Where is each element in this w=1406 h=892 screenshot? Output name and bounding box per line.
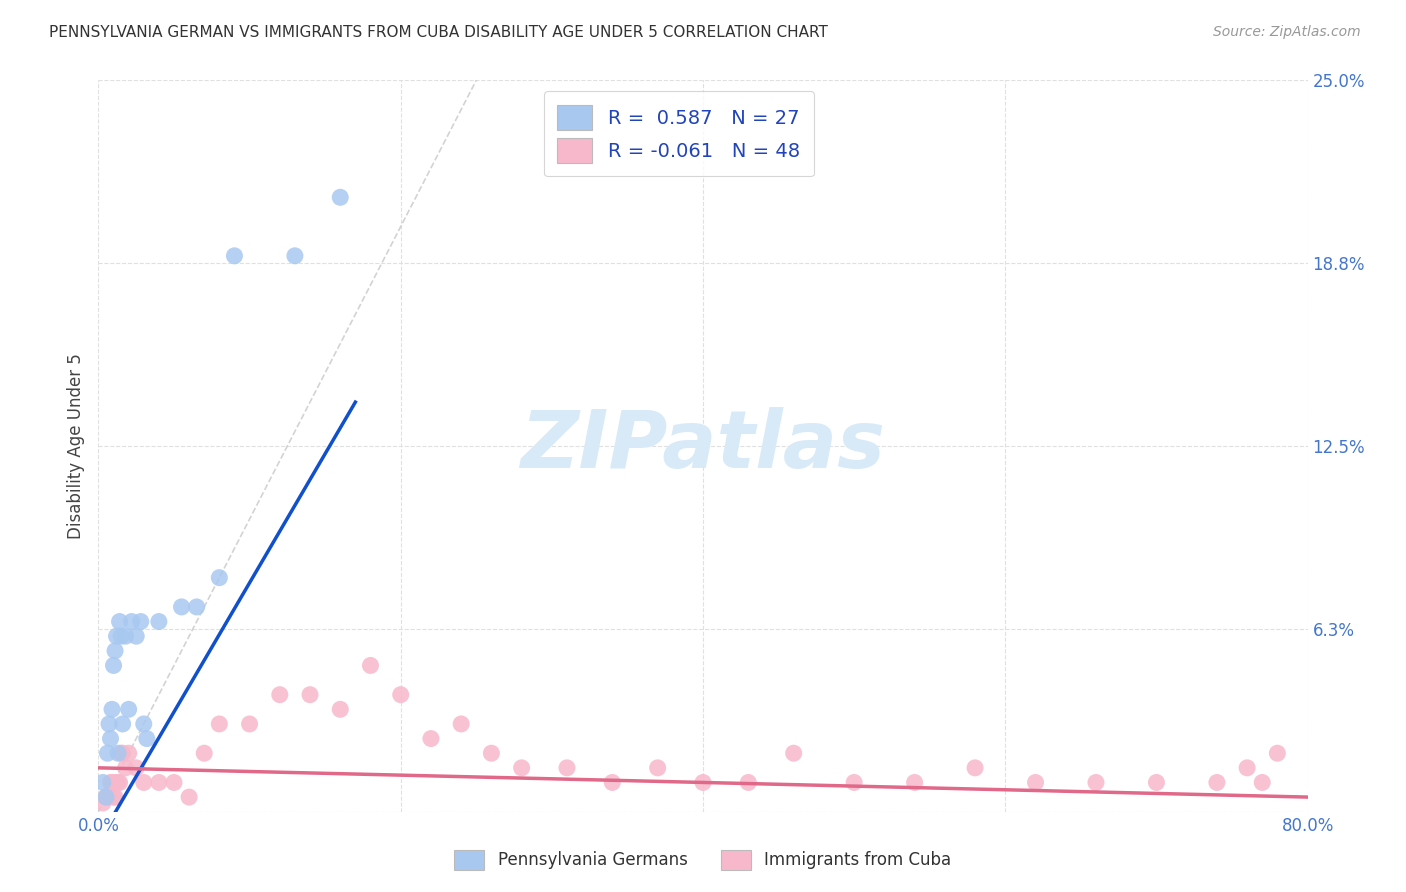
Y-axis label: Disability Age Under 5: Disability Age Under 5 — [66, 353, 84, 539]
Point — [91, 775, 114, 789]
Point — [1206, 775, 1229, 789]
Point — [193, 746, 215, 760]
Point — [420, 731, 443, 746]
Point — [118, 702, 141, 716]
Point — [299, 688, 322, 702]
Point — [108, 615, 131, 629]
Point — [135, 731, 157, 746]
Point — [269, 688, 291, 702]
Point — [1236, 761, 1258, 775]
Point — [132, 775, 155, 789]
Point — [114, 761, 136, 775]
Point — [170, 599, 193, 614]
Point — [104, 790, 127, 805]
Point — [105, 775, 128, 789]
Point — [510, 761, 533, 775]
Point — [1267, 746, 1289, 760]
Point — [208, 571, 231, 585]
Point — [602, 775, 624, 789]
Point — [450, 717, 472, 731]
Point — [94, 790, 117, 805]
Point — [1085, 775, 1108, 789]
Point — [965, 761, 987, 775]
Point — [91, 796, 114, 810]
Point — [103, 790, 125, 805]
Point — [110, 746, 132, 760]
Point — [121, 615, 143, 629]
Point — [114, 629, 136, 643]
Point — [329, 702, 352, 716]
Point — [107, 775, 129, 789]
Point — [98, 790, 121, 805]
Legend: Pennsylvania Germans, Immigrants from Cuba: Pennsylvania Germans, Immigrants from Cu… — [449, 843, 957, 877]
Point — [844, 775, 866, 789]
Point — [96, 746, 118, 760]
Point — [110, 629, 132, 643]
Point — [105, 629, 128, 643]
Point — [111, 746, 134, 760]
Point — [186, 599, 208, 614]
Point — [208, 717, 231, 731]
Point — [148, 615, 170, 629]
Point — [111, 717, 134, 731]
Text: ZIPatlas: ZIPatlas — [520, 407, 886, 485]
Point — [239, 717, 262, 731]
Point — [100, 731, 122, 746]
Point — [647, 761, 669, 775]
Point — [329, 190, 352, 204]
Point — [96, 790, 118, 805]
Point — [481, 746, 503, 760]
Point — [100, 775, 122, 789]
Legend: R =  0.587   N = 27, R = -0.061   N = 48: R = 0.587 N = 27, R = -0.061 N = 48 — [544, 92, 814, 177]
Point — [101, 702, 124, 716]
Point — [108, 775, 131, 789]
Point — [904, 775, 927, 789]
Point — [125, 629, 148, 643]
Point — [98, 717, 121, 731]
Point — [783, 746, 806, 760]
Text: PENNSYLVANIA GERMAN VS IMMIGRANTS FROM CUBA DISABILITY AGE UNDER 5 CORRELATION C: PENNSYLVANIA GERMAN VS IMMIGRANTS FROM C… — [49, 25, 828, 40]
Point — [360, 658, 382, 673]
Point — [103, 658, 125, 673]
Text: Source: ZipAtlas.com: Source: ZipAtlas.com — [1213, 25, 1361, 39]
Point — [555, 761, 578, 775]
Point — [148, 775, 170, 789]
Point — [94, 790, 117, 805]
Point — [101, 775, 124, 789]
Point — [107, 746, 129, 760]
Point — [389, 688, 412, 702]
Point — [104, 644, 127, 658]
Point — [1144, 775, 1167, 789]
Point — [692, 775, 714, 789]
Point — [224, 249, 246, 263]
Point — [179, 790, 201, 805]
Point — [118, 746, 141, 760]
Point — [284, 249, 307, 263]
Point — [737, 775, 759, 789]
Point — [125, 761, 148, 775]
Point — [1251, 775, 1274, 789]
Point — [163, 775, 186, 789]
Point — [129, 615, 152, 629]
Point — [132, 717, 155, 731]
Point — [1024, 775, 1046, 789]
